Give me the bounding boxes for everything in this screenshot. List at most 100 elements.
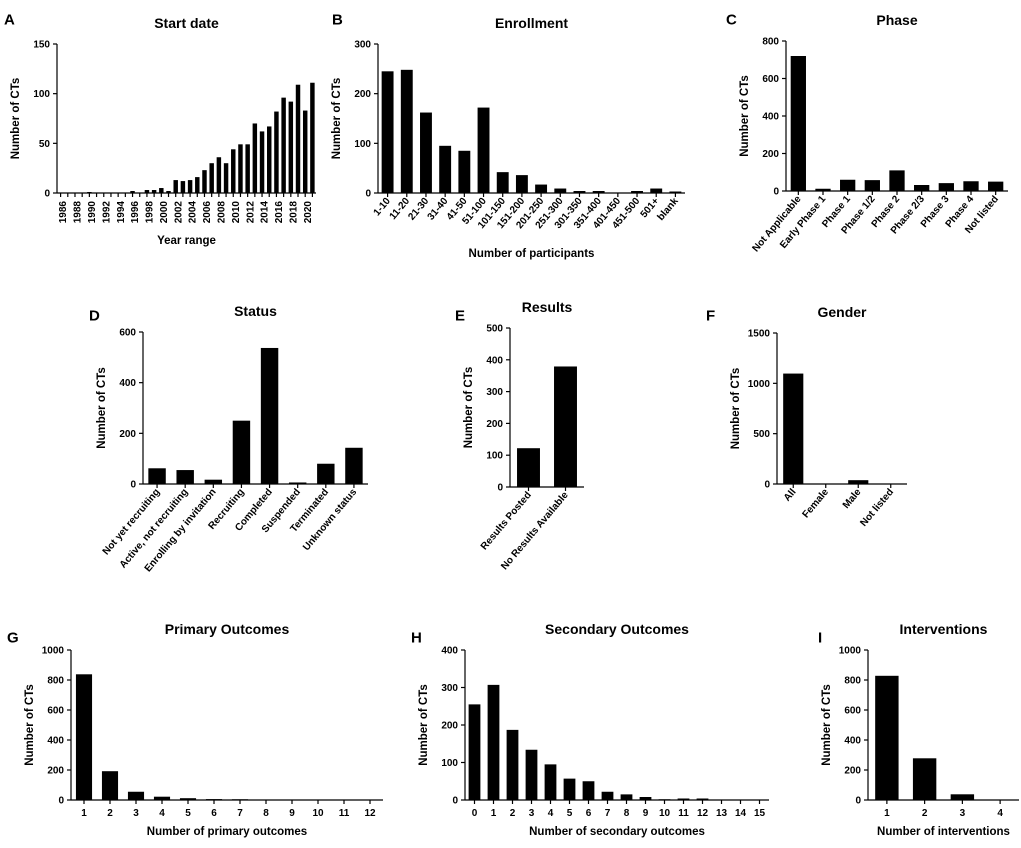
x-tick-label: 8: [263, 808, 269, 819]
panel-letter: G: [7, 629, 19, 646]
y-tick-label: 600: [844, 706, 861, 717]
bar-2014: [260, 131, 264, 193]
x-tick-label: 9: [643, 808, 649, 819]
chart-title: Phase: [876, 12, 917, 28]
x-tick-label: 2: [510, 808, 516, 819]
y-tick-label: 0: [497, 483, 503, 494]
y-tick-label: 100: [486, 451, 503, 462]
y-tick-label: 200: [844, 766, 861, 777]
bar-2002: [173, 180, 177, 193]
y-axis-label: Number of CTs: [821, 684, 833, 766]
bar-101-150: [497, 172, 509, 193]
y-tick-label: 800: [844, 676, 861, 687]
x-tick-label: 1996: [130, 201, 141, 224]
x-tick-label: 1986: [58, 201, 69, 224]
x-tick-label: Unknown status: [301, 487, 359, 554]
y-tick-label: 400: [119, 378, 136, 389]
x-tick-label: 2010: [231, 201, 242, 224]
x-tick-label: 13: [716, 808, 728, 819]
y-tick-label: 0: [130, 480, 136, 491]
x-tick-label: blank: [655, 196, 680, 223]
y-axis-label: Number of CTs: [24, 684, 36, 766]
bar-1: [488, 685, 500, 800]
y-tick-label: 400: [47, 736, 64, 747]
bar-2019: [296, 85, 300, 193]
y-tick-label: 200: [486, 419, 503, 430]
x-tick-label: 2: [107, 808, 113, 819]
bar-2: [507, 730, 519, 800]
y-tick-label: 600: [119, 328, 136, 339]
x-tick-label: 9: [289, 808, 295, 819]
y-tick-label: 50: [39, 139, 51, 150]
bar-phase-3: [939, 183, 954, 191]
y-axis-label: Number of CTs: [730, 368, 742, 450]
chart-title: Start date: [154, 15, 219, 31]
bar-251-300: [554, 189, 566, 193]
x-tick-label: 2012: [245, 201, 256, 224]
y-tick-label: 800: [47, 676, 64, 687]
x-tick-label: 6: [211, 808, 217, 819]
bar-3: [526, 750, 538, 800]
x-tick-label: 2004: [188, 201, 199, 224]
x-tick-label: 0: [472, 808, 478, 819]
bar-51-100: [478, 108, 490, 193]
x-tick-label: 1992: [101, 201, 112, 224]
bar-phase-2: [889, 170, 904, 191]
x-tick-label: 2016: [274, 201, 285, 224]
y-tick-label: 100: [354, 139, 371, 150]
x-tick-label: 8: [624, 808, 630, 819]
panel-letter: D: [89, 307, 100, 324]
panel-letter: H: [411, 629, 422, 646]
chart-title: Results: [522, 299, 573, 315]
y-tick-label: 200: [119, 429, 136, 440]
y-tick-label: 300: [354, 40, 371, 51]
bar-501-: [650, 189, 662, 193]
y-tick-label: 0: [773, 187, 779, 198]
panel-letter: C: [726, 11, 737, 28]
x-tick-label: 2008: [217, 201, 228, 224]
bar-2004: [188, 180, 192, 193]
bar-1: [875, 676, 898, 800]
x-tick-label: 2002: [173, 201, 184, 224]
bar-2020: [303, 111, 307, 193]
x-tick-label: All: [782, 487, 799, 504]
bar-2016: [274, 112, 278, 193]
bar-2011: [238, 144, 242, 193]
bar-1: [76, 674, 92, 800]
bar-201-250: [535, 185, 547, 193]
bar-2012: [245, 144, 249, 193]
x-axis-label: Number of participants: [469, 248, 595, 260]
bar-31-40: [439, 146, 451, 193]
y-tick-label: 0: [44, 189, 50, 200]
x-tick-label: 10: [312, 808, 324, 819]
x-tick-label: 14: [735, 808, 747, 819]
bar-phase-4: [963, 181, 978, 191]
y-tick-label: 0: [365, 189, 371, 200]
bar-2005: [195, 177, 199, 193]
y-axis-label: Number of CTs: [739, 75, 751, 157]
y-axis-label: Number of CTs: [331, 78, 343, 160]
x-tick-label: 5: [185, 808, 191, 819]
bar-phase-1: [840, 180, 855, 191]
bar-2018: [289, 102, 293, 193]
bar-all: [783, 374, 803, 484]
bar-2003: [181, 181, 185, 193]
bar-2006: [202, 170, 206, 193]
x-tick-label: 2020: [303, 201, 314, 224]
bar-2000: [159, 188, 163, 193]
panel-letter: E: [455, 307, 465, 324]
y-tick-label: 200: [354, 89, 371, 100]
x-tick-label: Not listed: [858, 487, 896, 529]
y-axis-label: Number of CTs: [418, 684, 430, 766]
x-tick-label: 7: [605, 808, 611, 819]
x-tick-label: Male: [841, 487, 864, 511]
y-tick-label: 0: [58, 796, 64, 807]
bar-not-listed: [988, 182, 1003, 191]
y-tick-label: 300: [486, 387, 503, 398]
y-tick-label: 0: [764, 480, 770, 491]
